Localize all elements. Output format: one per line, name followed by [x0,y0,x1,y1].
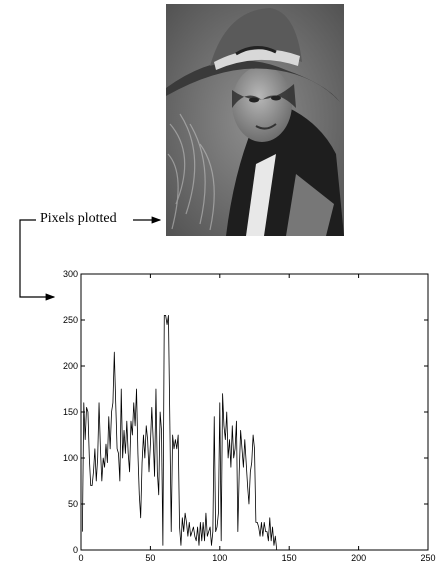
y-tick-label: 50 [68,499,78,509]
x-tick-label: 250 [420,553,435,563]
y-tick-label: 0 [73,545,78,555]
y-tick-label: 150 [63,407,78,417]
intensity-series-line [81,314,278,551]
x-tick-label: 0 [78,553,83,563]
series-group [81,314,278,551]
callout-arrow-to-plot [19,219,56,301]
y-tick-label: 200 [63,361,78,371]
x-tick-label: 100 [212,553,227,563]
y-tick-label: 100 [63,453,78,463]
x-axis-ticks: 0 50 100 150 200 250 [78,274,436,563]
portrait-photo-drawing [166,4,344,236]
y-tick-label: 300 [63,269,78,279]
x-tick-label: 200 [351,553,366,563]
y-tick-label: 250 [63,315,78,325]
x-tick-label: 50 [145,553,155,563]
callout-label: Pixels plotted [40,211,117,226]
y-axis-ticks: 0 50 100 150 200 250 300 [63,269,428,555]
portrait-photo [166,4,344,236]
x-tick-label: 150 [282,553,297,563]
